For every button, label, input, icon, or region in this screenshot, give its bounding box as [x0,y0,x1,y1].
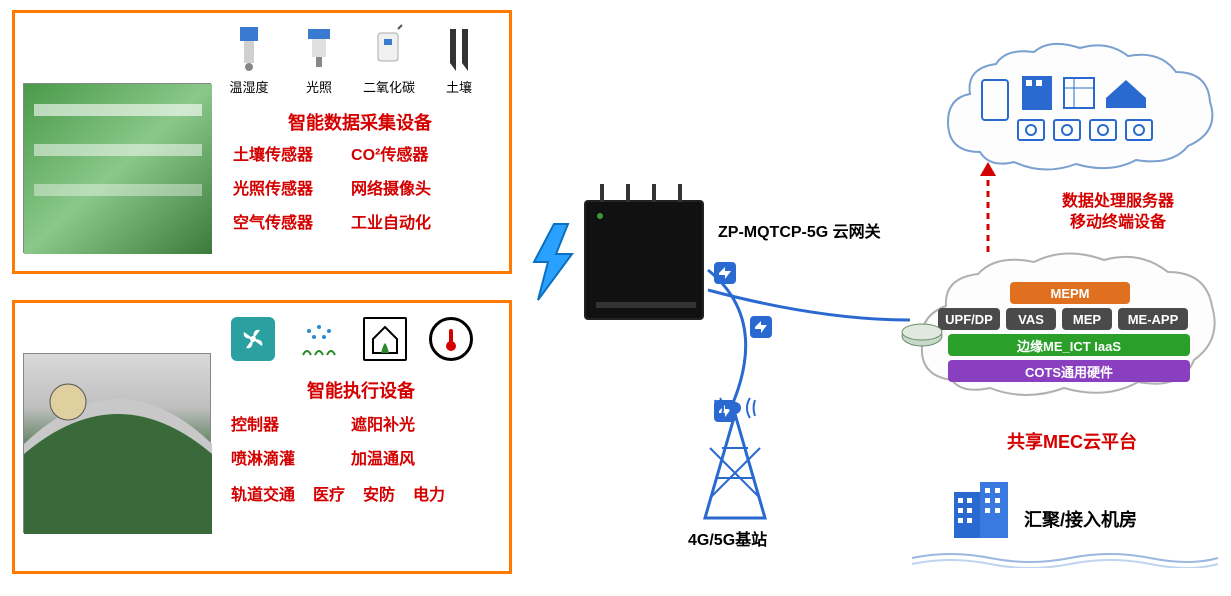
item: 加温通风 [351,445,415,469]
basestation-icon [680,388,790,538]
mec-cots: COTS通用硬件 [948,360,1190,382]
building-icon [948,478,1012,542]
thermometer-icon [429,317,473,361]
mec-vas: VAS [1006,308,1056,330]
item: 电力 [413,481,445,505]
irrigation-icon [297,317,341,361]
item: 空气传感器 [233,209,313,233]
mec-mepm: MEPM [1010,282,1130,304]
item: 安防 [363,481,395,505]
item: 遮阳补光 [351,411,415,435]
item: 网络摄像头 [351,175,431,199]
sensor-label: 土壤 [446,77,472,96]
sensor-label: 光照 [306,77,332,96]
item: 喷淋滴灌 [231,445,295,469]
fan-icon [231,317,275,361]
mec-upf: UPF/DP [938,308,1000,330]
sensor-light: 光照 [295,23,343,96]
sensor-icon-row: 温湿度 光照 二氧化碳 土壤 [225,23,483,96]
cloud-line1: 数据处理服务器 [1062,193,1174,210]
actuator-icon-row [231,317,473,361]
cloud-top-label: 数据处理服务器 移动终端设备 [1028,192,1208,234]
cloud-line2: 移动终端设备 [1070,214,1166,231]
mec-meapp: ME-APP [1118,308,1188,330]
lightning-icon [524,222,584,302]
actuators-extra-row: 轨道交通 医疗 安防 电力 [231,481,445,505]
panel-sensors: 温湿度 光照 二氧化碳 土壤 智能数据采集设备 土壤传感器 CO²传感器 光照传… [12,10,512,274]
actuators-title: 智能执行设备 [231,377,491,403]
sensors-items: 土壤传感器 CO²传感器 光照传感器 网络摄像头 空气传感器 工业自动化 [233,141,431,233]
sensor-label: 二氧化碳 [363,77,415,96]
mec-label: 共享MEC云平台 [982,428,1162,454]
sensor-soil: 土壤 [435,23,483,96]
mec-row2: UPF/DP VAS MEP ME-APP [938,308,1188,330]
basestation-label: 4G/5G基站 [688,526,767,550]
house-icon [363,317,407,361]
mec-iaas: 边缘ME_ICT IaaS [948,334,1190,356]
actuators-items: 控制器 遮阳补光 喷淋滴灌 加温通风 [231,411,415,469]
cloud-mec [916,250,1220,410]
sensor-label: 温湿度 [229,77,268,96]
item: 光照传感器 [233,175,313,199]
sensor-humidity: 温湿度 [225,23,273,96]
dashed-arrow [968,160,1008,260]
item: 土壤传感器 [233,141,313,165]
router-icon [900,320,944,350]
panel-actuators: 智能执行设备 控制器 遮阳补光 喷淋滴灌 加温通风 轨道交通 医疗 安防 电力 [12,300,512,574]
item: 医疗 [313,481,345,505]
greenhouse-photo-1 [23,83,211,253]
item: 控制器 [231,411,295,435]
gateway-device [584,200,704,320]
sensor-co2: 二氧化碳 [365,23,413,96]
gateway-label: ZP-MQTCP-5G 云网关 [718,218,918,242]
mec-mep: MEP [1062,308,1112,330]
sensors-title: 智能数据采集设备 [225,109,495,135]
wave-underline [910,548,1220,568]
room-label: 汇聚/接入机房 [1024,506,1137,532]
item: 轨道交通 [231,481,295,505]
item: CO²传感器 [351,141,431,165]
item: 工业自动化 [351,209,431,233]
greenhouse-photo-2 [23,353,211,533]
